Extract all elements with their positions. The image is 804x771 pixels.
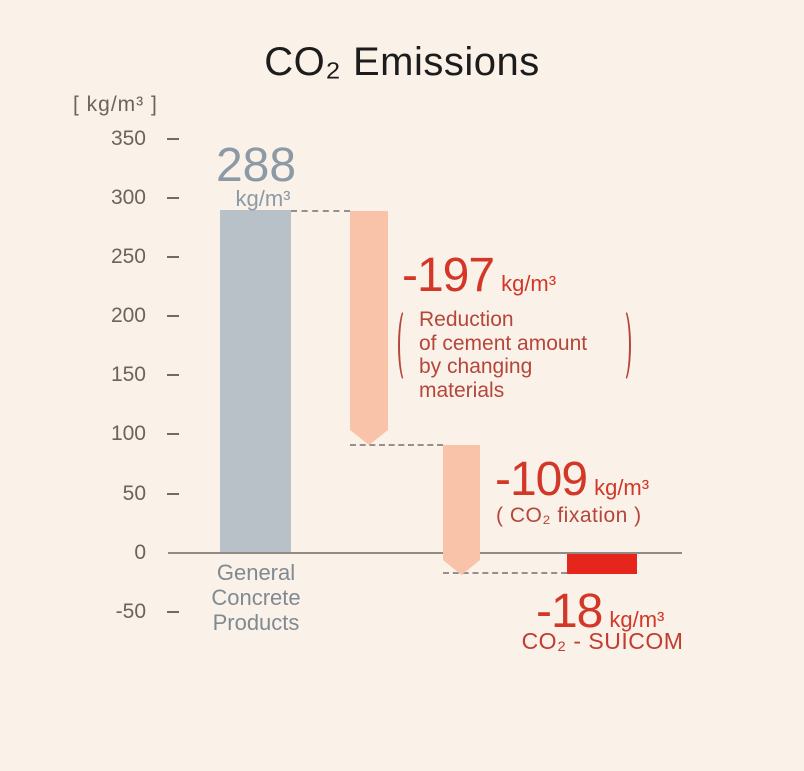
y-tick-mark bbox=[167, 138, 179, 140]
y-tick-label: 250 bbox=[110, 245, 146, 268]
step2-value-row: -109 kg/m³ bbox=[495, 456, 649, 504]
concrete-bar-label: General Concrete Products bbox=[186, 560, 326, 635]
y-tick-label: 200 bbox=[110, 304, 146, 327]
y-tick-label: 150 bbox=[110, 363, 146, 386]
y-tick-mark bbox=[167, 315, 179, 317]
concrete-bar-value: 288 bbox=[215, 139, 297, 192]
step1-unit: kg/m³ bbox=[501, 271, 557, 296]
result-unit: kg/m³ bbox=[609, 607, 665, 632]
result-label: CO₂ - SUICOM bbox=[521, 628, 684, 654]
result-value-row: -18 kg/m³ bbox=[536, 588, 664, 636]
bracket-left bbox=[398, 308, 413, 383]
concrete-bar-label-line: General bbox=[216, 560, 296, 585]
concrete-products-bar bbox=[220, 210, 291, 552]
step1-note-line: Reduction bbox=[419, 308, 514, 331]
result-value: -18 bbox=[536, 585, 603, 638]
chart-title: CO₂ Emissions bbox=[264, 40, 540, 84]
step2-value: -109 bbox=[495, 453, 588, 506]
step1-value-row: -197 kg/m³ bbox=[402, 252, 556, 300]
step2-unit: kg/m³ bbox=[594, 475, 650, 500]
dashed-guide-91 bbox=[350, 444, 443, 446]
concrete-bar-label-line: Products bbox=[212, 610, 300, 635]
concrete-bar-label-line: Concrete bbox=[211, 585, 301, 610]
y-tick-mark bbox=[167, 493, 179, 495]
step1-note: Reduction of cement amount by changing m… bbox=[419, 308, 619, 403]
y-tick-label: 100 bbox=[110, 422, 146, 445]
y-tick-label: 300 bbox=[110, 186, 146, 209]
bracket-right bbox=[616, 308, 631, 383]
y-axis-unit-label: [ kg/m³ ] bbox=[73, 93, 158, 116]
x-axis-line bbox=[168, 552, 682, 554]
step1-value: -197 bbox=[402, 249, 495, 302]
down-arrow-step1 bbox=[350, 211, 388, 445]
dashed-guide-288 bbox=[291, 210, 350, 212]
y-tick-mark bbox=[167, 256, 179, 258]
concrete-bar-value-unit: kg/m³ bbox=[235, 186, 291, 211]
step2-note: ( CO₂ fixation ) bbox=[496, 504, 642, 527]
concrete-bar-value-block: 288 kg/m³ bbox=[190, 142, 322, 210]
y-tick-label: -50 bbox=[115, 600, 146, 623]
step1-note-line: by changing materials bbox=[419, 355, 533, 403]
y-tick-mark bbox=[167, 611, 179, 613]
down-arrow-step2 bbox=[443, 445, 480, 575]
step1-note-line: of cement amount bbox=[419, 331, 588, 355]
y-tick-label: 350 bbox=[110, 127, 146, 150]
y-tick-mark bbox=[167, 433, 179, 435]
y-tick-mark bbox=[167, 374, 179, 376]
y-tick-mark bbox=[167, 197, 179, 199]
dashed-guide-minus18 bbox=[443, 572, 567, 574]
y-tick-label: 50 bbox=[122, 482, 146, 505]
y-tick-label: 0 bbox=[134, 541, 146, 564]
suicom-result-bar bbox=[567, 554, 637, 574]
